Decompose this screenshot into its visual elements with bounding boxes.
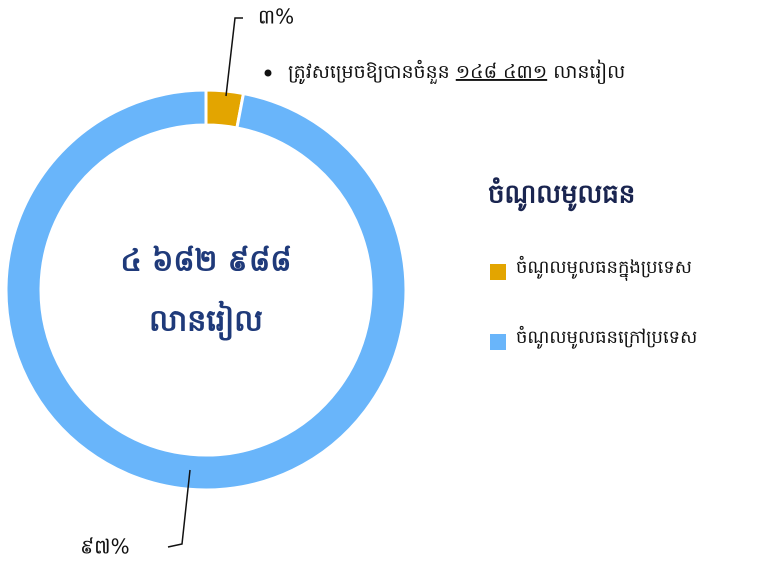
- annotation: ត្រូវសម្រេចឱ្យបានចំនួន ១៤៨ ៤៣១ លានរៀល: [288, 59, 625, 85]
- legend-swatch: [490, 334, 506, 350]
- slice: [4, 88, 408, 492]
- legend-swatch: [490, 264, 506, 280]
- legend-label: ចំណូលមូលធនក្រៅប្រទេស: [516, 325, 697, 349]
- leader-line: [225, 17, 243, 97]
- annotation-amount: ១៤៨ ៤៣១: [456, 61, 547, 83]
- legend-title: ចំណូលមូលធន: [488, 177, 635, 212]
- value-label: ៩៧%: [80, 535, 130, 559]
- leader-line: [167, 469, 191, 548]
- legend-label: ចំណូលមូលធនក្នុងប្រទេស: [516, 255, 692, 281]
- bullet: [264, 69, 272, 77]
- annotation-text: ត្រូវសម្រេចឱ្យបានចំនួន: [288, 59, 450, 85]
- center-text: លានរៀល: [149, 301, 263, 342]
- value-label: ៣%: [258, 5, 294, 29]
- center-text: ៤ ៦៨២ ៩៨៨: [120, 244, 291, 279]
- slices: [4, 88, 408, 492]
- annotation-text: លានរៀល: [553, 59, 625, 85]
